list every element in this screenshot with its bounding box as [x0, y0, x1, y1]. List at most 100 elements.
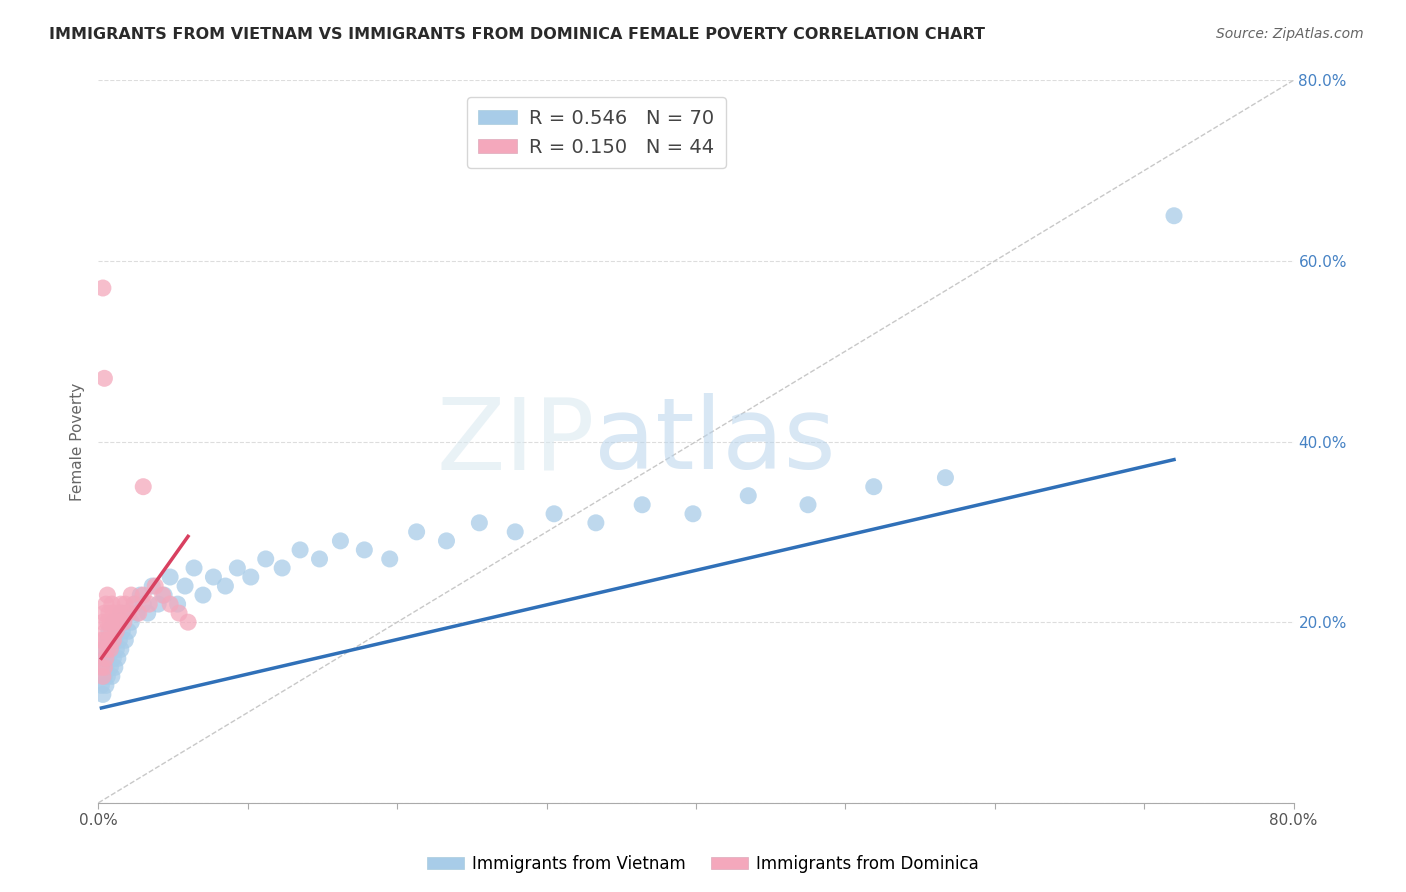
Point: [110, 606, 132, 620]
Point: [117, 624, 139, 639]
Point: [138, 597, 160, 611]
Point: [862, 480, 884, 494]
Point: [148, 597, 170, 611]
Point: [97, 633, 120, 648]
Point: [127, 606, 149, 620]
Point: [132, 480, 155, 494]
Point: [104, 615, 127, 630]
Point: [98, 660, 122, 674]
Y-axis label: Female Poverty: Female Poverty: [69, 383, 84, 500]
Point: [105, 624, 128, 639]
Point: [136, 606, 159, 620]
Point: [94, 660, 117, 674]
Point: [91, 669, 114, 683]
Point: [543, 507, 565, 521]
Point: [1163, 209, 1185, 223]
Point: [97, 606, 120, 620]
Point: [202, 570, 225, 584]
Point: [177, 615, 200, 630]
Point: [682, 507, 704, 521]
Point: [97, 624, 120, 639]
Point: [101, 624, 124, 639]
Point: [101, 597, 124, 611]
Point: [107, 651, 129, 665]
Legend: R = 0.546   N = 70, R = 0.150   N = 44: R = 0.546 N = 70, R = 0.150 N = 44: [467, 97, 725, 169]
Point: [111, 624, 134, 639]
Point: [93, 660, 115, 674]
Point: [93, 633, 115, 648]
Point: [503, 524, 526, 539]
Point: [153, 588, 176, 602]
Point: [96, 633, 118, 648]
Point: [91, 660, 114, 674]
Point: [108, 615, 131, 630]
Point: [124, 597, 146, 611]
Point: [631, 498, 654, 512]
Point: [128, 606, 150, 620]
Point: [468, 516, 491, 530]
Point: [112, 615, 135, 630]
Point: [353, 542, 375, 557]
Point: [167, 606, 190, 620]
Point: [93, 606, 115, 620]
Point: [114, 633, 136, 648]
Point: [101, 669, 124, 683]
Point: [124, 597, 146, 611]
Point: [737, 489, 759, 503]
Point: [120, 588, 142, 602]
Point: [107, 615, 129, 630]
Point: [96, 642, 118, 657]
Point: [98, 642, 122, 657]
Point: [94, 642, 117, 657]
Point: [90, 633, 112, 648]
Point: [132, 588, 155, 602]
Point: [91, 687, 114, 701]
Point: [159, 570, 181, 584]
Point: [271, 561, 294, 575]
Legend: Immigrants from Vietnam, Immigrants from Dominica: Immigrants from Vietnam, Immigrants from…: [420, 848, 986, 880]
Point: [94, 624, 117, 639]
Point: [94, 651, 117, 665]
Point: [98, 615, 122, 630]
Point: [90, 678, 112, 692]
Point: [129, 588, 152, 602]
Point: [96, 615, 118, 630]
Text: Source: ZipAtlas.com: Source: ZipAtlas.com: [1216, 27, 1364, 41]
Point: [152, 588, 174, 602]
Point: [117, 606, 139, 620]
Point: [91, 281, 114, 295]
Point: [94, 597, 117, 611]
Point: [101, 633, 124, 648]
Point: [141, 579, 163, 593]
Point: [329, 533, 352, 548]
Point: [110, 597, 132, 611]
Point: [104, 660, 127, 674]
Point: [132, 597, 155, 611]
Point: [91, 615, 114, 630]
Point: [94, 678, 117, 692]
Point: [159, 597, 181, 611]
Point: [111, 606, 134, 620]
Point: [143, 579, 166, 593]
Point: [93, 669, 115, 683]
Point: [105, 624, 128, 639]
Text: ZIP: ZIP: [436, 393, 595, 490]
Point: [120, 615, 142, 630]
Point: [96, 669, 118, 683]
Point: [105, 642, 128, 657]
Point: [103, 633, 125, 648]
Point: [191, 588, 214, 602]
Point: [226, 561, 249, 575]
Point: [103, 606, 125, 620]
Point: [98, 642, 122, 657]
Point: [112, 615, 135, 630]
Point: [288, 542, 311, 557]
Point: [93, 651, 115, 665]
Text: IMMIGRANTS FROM VIETNAM VS IMMIGRANTS FROM DOMINICA FEMALE POVERTY CORRELATION C: IMMIGRANTS FROM VIETNAM VS IMMIGRANTS FR…: [49, 27, 986, 42]
Point: [378, 552, 401, 566]
Point: [103, 615, 125, 630]
Point: [308, 552, 330, 566]
Point: [108, 633, 131, 648]
Point: [254, 552, 277, 566]
Point: [183, 561, 205, 575]
